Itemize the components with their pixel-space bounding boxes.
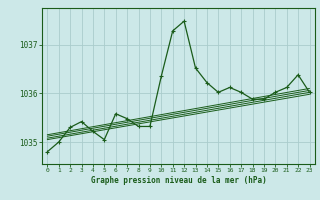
X-axis label: Graphe pression niveau de la mer (hPa): Graphe pression niveau de la mer (hPa): [91, 176, 266, 185]
